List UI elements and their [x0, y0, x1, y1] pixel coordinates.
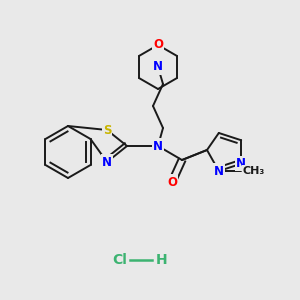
Text: O: O	[167, 176, 177, 188]
Text: N: N	[236, 157, 246, 170]
Text: H: H	[156, 253, 168, 267]
Text: CH₃: CH₃	[243, 166, 265, 176]
Text: N: N	[153, 61, 163, 74]
Text: N: N	[214, 164, 224, 178]
Text: S: S	[103, 124, 111, 136]
Text: N: N	[102, 155, 112, 169]
Text: Cl: Cl	[112, 253, 128, 267]
Text: O: O	[153, 38, 163, 52]
Text: N: N	[153, 140, 163, 152]
